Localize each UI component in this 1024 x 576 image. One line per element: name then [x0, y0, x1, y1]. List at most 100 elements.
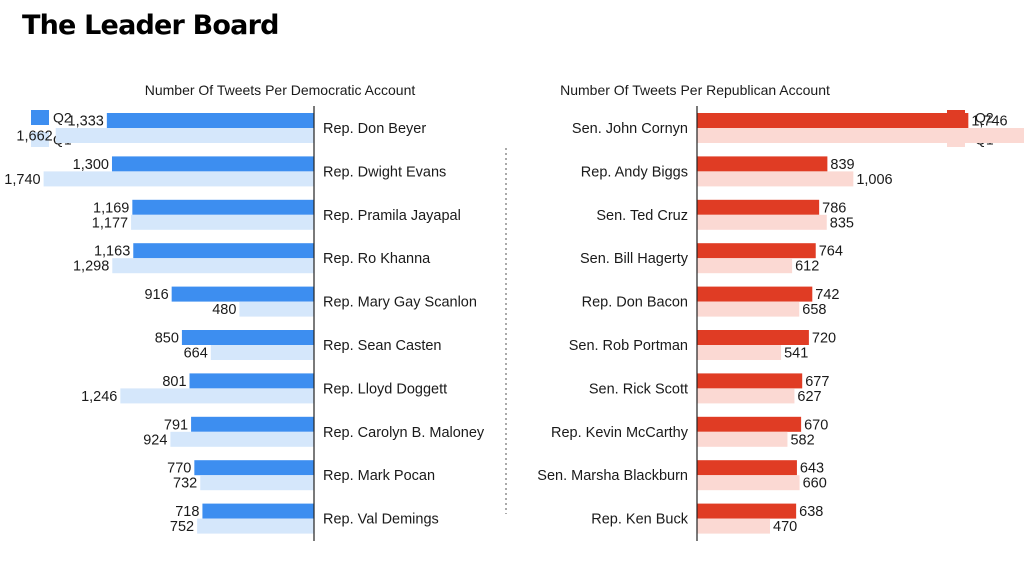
- rep-value-label-q1-rep-andy-biggs: 1,006: [856, 172, 892, 188]
- dem-bar-q2-rep-carolyn-b-maloney: [191, 416, 314, 432]
- category-label-rep-lloyd-doggett: Rep. Lloyd Doggett: [323, 381, 447, 397]
- category-label-rep-ro-khanna: Rep. Ro Khanna: [323, 251, 431, 267]
- rep-legend-q2: Q2: [975, 110, 994, 126]
- category-label-rep-dwight-evans: Rep. Dwight Evans: [323, 164, 446, 180]
- dem-value-label-q1-rep-lloyd-doggett: 1,246: [81, 389, 117, 405]
- dem-value-label-q2-rep-don-beyer: 1,333: [68, 114, 104, 130]
- rep-bar-q2-sen-bill-hagerty: [697, 243, 816, 259]
- rep-bar-q2-sen-marsha-blackburn: [697, 460, 797, 476]
- rep-chart-title: Number Of Tweets Per Republican Account: [560, 82, 830, 98]
- rep-value-label-q1-rep-ken-buck: 470: [773, 519, 797, 535]
- dem-bar-q1-rep-carolyn-b-maloney: [170, 431, 314, 447]
- rep-value-label-q1-sen-bill-hagerty: 612: [795, 259, 819, 275]
- dem-bar-q2-rep-val-demings: [202, 503, 314, 519]
- rep-value-label-q1-rep-kevin-mccarthy: 582: [790, 432, 814, 448]
- rep-value-label-q2-sen-rick-scott: 677: [805, 374, 829, 390]
- rep-value-label-q1-sen-rick-scott: 627: [797, 389, 821, 405]
- rep-bar-q2-sen-rick-scott: [697, 373, 803, 389]
- rep-value-label-q2-rep-ken-buck: 638: [799, 504, 823, 520]
- rep-value-label-q1-sen-marsha-blackburn: 660: [803, 476, 827, 492]
- dem-value-label-q1-rep-dwight-evans: 1,740: [4, 172, 40, 188]
- dem-value-label-q2-rep-carolyn-b-maloney: 791: [164, 417, 188, 433]
- rep-bar-q1-sen-ted-cruz: [697, 214, 827, 230]
- rep-bar-q1-sen-marsha-blackburn: [697, 475, 800, 491]
- dem-legend-q2: Q2: [53, 110, 72, 126]
- dem-bar-q2-rep-dwight-evans: [111, 156, 314, 172]
- dem-legend-swatch-q1: [31, 132, 49, 147]
- dem-value-label-q1-rep-sean-casten: 664: [184, 346, 208, 362]
- category-label-rep-carolyn-b-maloney: Rep. Carolyn B. Maloney: [323, 425, 485, 441]
- dem-bar-q2-rep-sean-casten: [181, 330, 314, 345]
- rep-bar-q1-sen-rob-portman: [697, 345, 782, 360]
- dem-bar-q1-rep-don-beyer: [55, 128, 315, 143]
- rep-value-label-q2-sen-bill-hagerty: 764: [819, 244, 843, 260]
- rep-bar-q2-sen-john-cornyn: [697, 113, 969, 128]
- dem-bar-q1-rep-mark-pocan: [200, 475, 314, 491]
- dem-bar-q2-rep-pramila-jayapal: [132, 199, 314, 215]
- dem-bar-q1-rep-sean-casten: [210, 345, 314, 360]
- dem-value-label-q2-rep-mark-pocan: 770: [167, 461, 191, 477]
- dem-bar-q2-rep-ro-khanna: [133, 243, 314, 259]
- dem-bar-q2-rep-mark-pocan: [194, 460, 314, 476]
- rep-bar-q1-rep-don-bacon: [697, 301, 800, 317]
- dem-bar-q2-rep-mary-gay-scanlon: [171, 286, 314, 302]
- dem-value-label-q2-rep-dwight-evans: 1,300: [73, 157, 109, 173]
- rep-value-label-q2-rep-kevin-mccarthy: 670: [804, 417, 828, 433]
- dem-value-label-q1-rep-mark-pocan: 732: [173, 476, 197, 492]
- dem-chart-title: Number Of Tweets Per Democratic Account: [145, 82, 416, 98]
- category-label-sen-rob-portman: Sen. Rob Portman: [569, 338, 688, 354]
- category-label-rep-mary-gay-scanlon: Rep. Mary Gay Scanlon: [323, 295, 477, 311]
- dem-bar-q2-rep-lloyd-doggett: [189, 373, 314, 389]
- rep-value-label-q2-sen-marsha-blackburn: 643: [800, 461, 824, 477]
- dem-value-label-q2-rep-lloyd-doggett: 801: [162, 374, 186, 390]
- dem-value-label-q2-rep-ro-khanna: 1,163: [94, 244, 130, 260]
- dem-bar-q1-rep-val-demings: [197, 518, 314, 534]
- dem-value-label-q2-rep-mary-gay-scanlon: 916: [144, 287, 168, 303]
- rep-value-label-q2-sen-john-cornyn: 1,746: [971, 114, 1007, 130]
- rep-bar-q1-rep-kevin-mccarthy: [697, 431, 788, 447]
- dem-legend-swatch-q2: [31, 110, 49, 125]
- rep-bar-q2-sen-ted-cruz: [697, 199, 820, 215]
- rep-bar-q2-rep-don-bacon: [697, 286, 813, 302]
- category-label-rep-sean-casten: Rep. Sean Casten: [323, 338, 442, 354]
- dem-value-label-q1-rep-don-beyer: 1,662: [16, 129, 52, 145]
- dem-value-label-q2-rep-sean-casten: 850: [155, 331, 179, 347]
- category-label-rep-kevin-mccarthy: Rep. Kevin McCarthy: [551, 425, 689, 441]
- rep-bar-q1-sen-bill-hagerty: [697, 258, 793, 274]
- rep-value-label-q1-rep-don-bacon: 658: [802, 302, 826, 318]
- rep-bar-q1-sen-rick-scott: [697, 388, 795, 404]
- dem-value-label-q1-rep-ro-khanna: 1,298: [73, 259, 109, 275]
- category-label-rep-val-demings: Rep. Val Demings: [323, 512, 439, 528]
- category-label-rep-ken-buck: Rep. Ken Buck: [591, 512, 688, 528]
- category-label-sen-john-cornyn: Sen. John Cornyn: [572, 121, 688, 137]
- rep-value-label-q2-rep-andy-biggs: 839: [830, 157, 854, 173]
- rep-bar-q1-sen-john-cornyn: [697, 128, 1024, 143]
- rep-value-label-q2-sen-ted-cruz: 786: [822, 200, 846, 216]
- dem-bar-q1-rep-pramila-jayapal: [131, 214, 314, 230]
- rep-value-label-q1-sen-ted-cruz: 835: [830, 215, 854, 231]
- dem-bar-q1-rep-lloyd-doggett: [120, 388, 314, 404]
- category-label-sen-marsha-blackburn: Sen. Marsha Blackburn: [537, 468, 688, 484]
- category-label-rep-don-beyer: Rep. Don Beyer: [323, 121, 426, 137]
- dem-value-label-q2-rep-pramila-jayapal: 1,169: [93, 200, 129, 216]
- category-label-rep-pramila-jayapal: Rep. Pramila Jayapal: [323, 208, 461, 224]
- dem-value-label-q1-rep-val-demings: 752: [170, 519, 194, 535]
- rep-bar-q2-rep-ken-buck: [697, 503, 797, 519]
- rep-value-label-q2-rep-don-bacon: 742: [815, 287, 839, 303]
- dem-bar-q1-rep-mary-gay-scanlon: [239, 301, 314, 317]
- dem-bar-q2-rep-don-beyer: [106, 113, 314, 128]
- dem-value-label-q1-rep-pramila-jayapal: 1,177: [92, 215, 128, 231]
- category-label-sen-ted-cruz: Sen. Ted Cruz: [596, 208, 688, 224]
- rep-bar-q2-rep-kevin-mccarthy: [697, 416, 802, 432]
- rep-value-label-q1-sen-rob-portman: 541: [784, 346, 808, 362]
- page-title: The Leader Board: [22, 10, 279, 41]
- dem-value-label-q1-rep-carolyn-b-maloney: 924: [143, 432, 167, 448]
- category-label-sen-bill-hagerty: Sen. Bill Hagerty: [580, 251, 689, 267]
- rep-bar-q2-sen-rob-portman: [697, 330, 809, 345]
- dem-bar-q1-rep-ro-khanna: [112, 258, 314, 274]
- dem-value-label-q2-rep-val-demings: 718: [175, 504, 199, 520]
- category-label-rep-andy-biggs: Rep. Andy Biggs: [581, 164, 688, 180]
- category-label-sen-rick-scott: Sen. Rick Scott: [589, 381, 688, 397]
- rep-bar-q1-rep-andy-biggs: [697, 171, 854, 187]
